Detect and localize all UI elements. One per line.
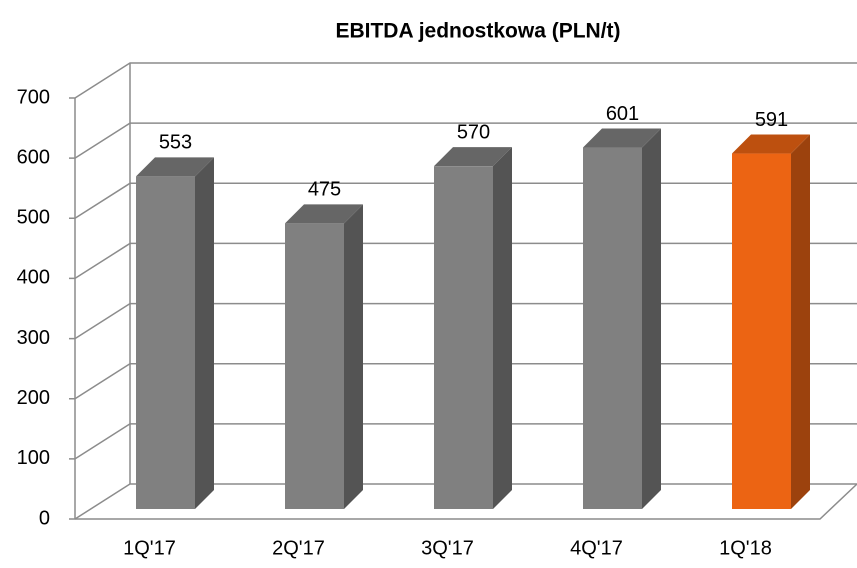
data-label: 591: [755, 109, 788, 131]
floor-edge: [75, 483, 857, 520]
y-tick-label: 200: [17, 387, 50, 409]
bar-top: [285, 204, 363, 224]
y-tick-label: 500: [17, 207, 50, 229]
y-tick-label: 0: [39, 507, 50, 529]
data-label: 601: [606, 103, 639, 125]
y-tick-label: 700: [17, 86, 50, 108]
x-tick-label: 1Q'18: [719, 537, 772, 559]
bar: [285, 223, 344, 510]
bar-top: [583, 128, 661, 148]
bar-top: [136, 157, 214, 177]
bar: [434, 166, 493, 509]
x-tick-label: 2Q'17: [272, 537, 325, 559]
bar-top: [434, 147, 512, 167]
bar-top: [732, 134, 810, 154]
bar: [732, 153, 791, 509]
bar-side: [344, 204, 363, 510]
bar-side: [493, 147, 512, 509]
y-tick-label: 600: [17, 146, 50, 168]
x-tick-label: 4Q'17: [570, 537, 623, 559]
data-label: 553: [159, 132, 192, 154]
bar-side: [195, 157, 214, 509]
data-label: 570: [457, 121, 490, 143]
grid-line: [69, 122, 857, 159]
x-tick-label: 1Q'17: [123, 537, 176, 559]
bar: [583, 147, 642, 509]
grid-line: [69, 62, 857, 99]
bar: [136, 176, 195, 509]
bar-side: [642, 128, 661, 509]
y-tick-label: 300: [17, 327, 50, 349]
x-tick-label: 3Q'17: [421, 537, 474, 559]
y-tick-label: 100: [17, 447, 50, 469]
data-label: 475: [308, 179, 341, 201]
y-tick-label: 400: [17, 267, 50, 289]
bar-side: [791, 134, 810, 509]
chart-title: EBITDA jednostkowa (PLN/t): [335, 20, 620, 43]
